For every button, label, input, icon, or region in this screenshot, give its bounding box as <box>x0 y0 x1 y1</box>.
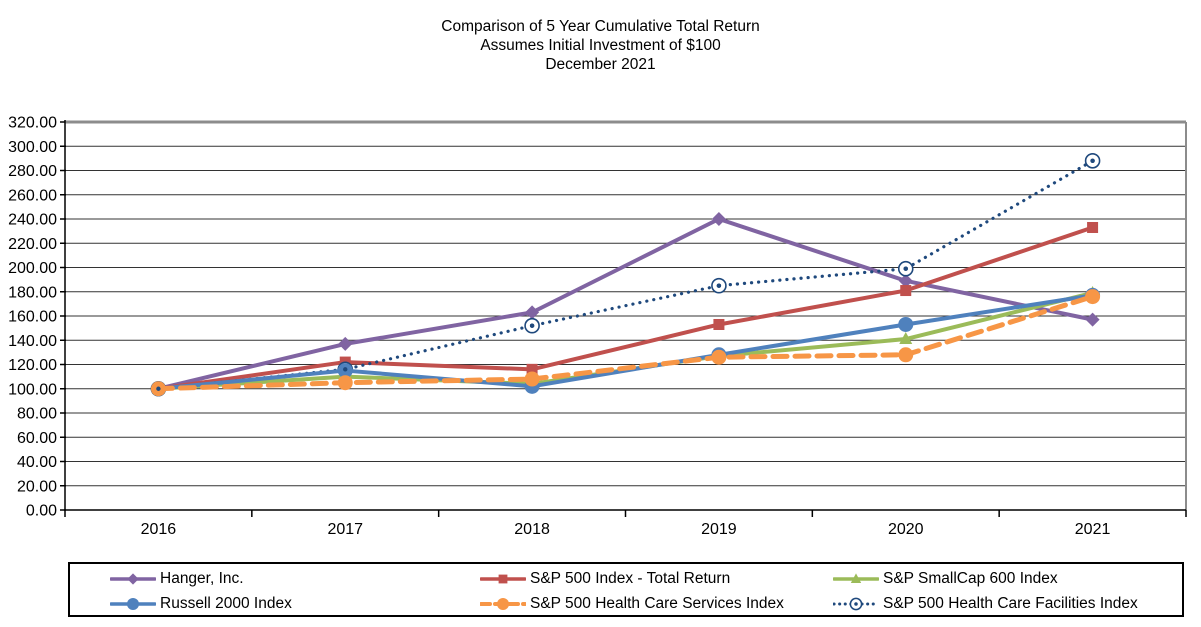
legend-item-hc-services: S&P 500 Health Care Services Index <box>479 593 784 615</box>
y-tick-label: 320.00 <box>8 115 57 132</box>
chart-title: Comparison of 5 Year Cumulative Total Re… <box>0 17 1201 74</box>
legend-item-hanger: Hanger, Inc. <box>109 568 244 590</box>
y-tick-label: 160.00 <box>8 309 57 326</box>
y-tick-label: 200.00 <box>8 260 57 277</box>
series-4 <box>150 289 1101 397</box>
hanger-series-marker-icon <box>109 570 157 588</box>
y-tick-label: 220.00 <box>8 236 57 253</box>
y-tick-label: 20.00 <box>17 478 57 495</box>
chart-legend: Hanger, Inc. S&P 500 Index - Total Retur… <box>68 562 1184 617</box>
hc-facilities-series-marker-icon <box>832 595 880 613</box>
smallcap-series-marker-icon <box>832 570 880 588</box>
y-tick-label: 180.00 <box>8 284 57 301</box>
y-tick-label: 0.00 <box>26 503 57 520</box>
y-tick-label: 120.00 <box>8 357 57 374</box>
chart-title-line2: Assumes Initial Investment of $100 <box>480 37 721 54</box>
axes: 0.00 20.00 40.00 60.00 80.00 100.00 120.00 140.… <box>8 115 1187 538</box>
legend-label-russell-2000: Russell 2000 Index <box>160 595 292 612</box>
y-tick-label: 140.00 <box>8 333 57 350</box>
y-tick-label: 280.00 <box>8 163 57 180</box>
x-tick-label: 2017 <box>327 521 363 538</box>
x-tick-label: 2021 <box>1075 521 1111 538</box>
legend-label-sp-smallcap-600: S&P SmallCap 600 Index <box>883 570 1058 587</box>
legend-item-hc-facilities: S&P 500 Health Care Facilities Index <box>832 593 1138 615</box>
legend-label-sp500-total-return: S&P 500 Index - Total Return <box>530 570 731 587</box>
legend-label-hc-services: S&P 500 Health Care Services Index <box>530 595 784 612</box>
y-tick-label: 80.00 <box>17 406 57 423</box>
x-tick-label: 2018 <box>514 521 550 538</box>
chart-title-line1: Comparison of 5 Year Cumulative Total Re… <box>441 18 760 35</box>
x-tick-label: 2020 <box>888 521 924 538</box>
hc-services-series-marker-icon <box>479 595 527 613</box>
legend-item-sp500-total-return: S&P 500 Index - Total Return <box>479 568 731 590</box>
legend-item-sp-smallcap-600: S&P SmallCap 600 Index <box>832 568 1058 590</box>
x-tick-label: 2019 <box>701 521 737 538</box>
russell-series-marker-icon <box>109 595 157 613</box>
gridlines <box>65 145 1186 487</box>
y-tick-label: 100.00 <box>8 381 57 398</box>
y-tick-label: 60.00 <box>17 430 57 447</box>
y-tick-label: 300.00 <box>8 139 57 156</box>
chart-title-line3: December 2021 <box>545 56 656 73</box>
y-tick-label: 40.00 <box>17 454 57 471</box>
facilities-dot-overlay <box>156 158 1095 391</box>
line-chart-plot: 0.00 20.00 40.00 60.00 80.00 100.00 120.00 140.… <box>8 115 1187 538</box>
legend-label-hanger: Hanger, Inc. <box>160 570 244 587</box>
sp500-series-marker-icon <box>479 570 527 588</box>
y-tick-label: 260.00 <box>8 187 57 204</box>
x-tick-label: 2016 <box>141 521 177 538</box>
legend-label-hc-facilities: S&P 500 Health Care Facilities Index <box>883 595 1138 612</box>
legend-item-russell-2000: Russell 2000 Index <box>109 593 292 615</box>
y-tick-label: 240.00 <box>8 212 57 229</box>
